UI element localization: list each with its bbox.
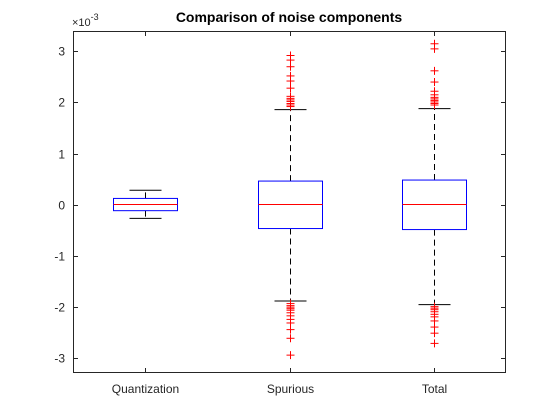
boxes-layer — [113, 39, 467, 360]
outlier-point — [430, 101, 439, 110]
box-group — [402, 39, 467, 348]
exponent-power: -3 — [91, 12, 99, 22]
x-tick-label: Quantization — [112, 382, 179, 396]
y-tick-label: 1 — [58, 148, 65, 162]
outlier-point — [430, 329, 439, 338]
y-tick-label: -2 — [54, 301, 65, 315]
outlier-point — [286, 77, 295, 86]
outlier-point — [286, 334, 295, 343]
y-tick-label: -1 — [54, 250, 65, 264]
y-tick-label: 0 — [58, 199, 65, 213]
outlier-point — [430, 66, 439, 75]
y-tick-label: 3 — [58, 45, 65, 59]
box-group — [113, 189, 178, 219]
outlier-point — [286, 102, 295, 111]
y-tick-label: 2 — [58, 96, 65, 110]
plot-area — [73, 31, 506, 373]
outlier-point — [430, 339, 439, 348]
box-group — [258, 51, 323, 360]
outlier-point — [286, 351, 295, 360]
x-tick-label: Spurious — [267, 382, 314, 396]
axes-frame — [73, 31, 506, 373]
outlier-point — [430, 44, 439, 53]
exponent-label: ×10-3 — [72, 12, 99, 29]
outlier-point — [286, 84, 295, 93]
outlier-point — [430, 78, 439, 87]
y-tick-label: -3 — [54, 352, 65, 366]
outlier-point — [286, 62, 295, 71]
ticks-layer: -3 -2 -1 0 1 2 3 Quantization Spurious Total — [54, 31, 506, 396]
x-tick-label: Total — [422, 382, 447, 396]
outlier-point — [286, 325, 295, 334]
chart-title: Comparison of noise components — [176, 9, 403, 25]
